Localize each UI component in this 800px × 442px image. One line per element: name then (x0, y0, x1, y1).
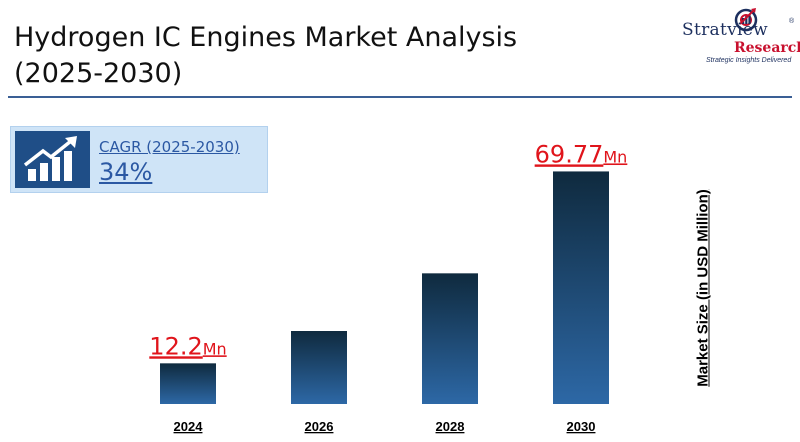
bar-2028 (422, 273, 478, 404)
y-axis-label: Market Size (in USD Million) (694, 174, 712, 402)
cagr-card: CAGR (2025-2030) 34% (10, 126, 268, 193)
y-axis-label-text: Market Size (in USD Million) (694, 189, 712, 387)
bars-group (160, 171, 609, 404)
x-tick-labels-group: 2024 2026 2028 2030 (174, 419, 596, 434)
x-tick-2024: 2024 (174, 419, 204, 434)
cagr-label: CAGR (2025-2030) (99, 138, 240, 156)
growth-chart-icon (15, 131, 90, 188)
title-line-2: (2025-2030) (14, 58, 183, 89)
value-label-2030: 69.77Mn (535, 140, 628, 168)
bar-2024 (160, 363, 216, 404)
logo-research: Research (734, 40, 800, 56)
logo-brand: Stratview (682, 20, 768, 40)
value-label-2024: 12.2Mn (149, 332, 226, 360)
title-line-1: Hydrogen IC Engines Market Analysis (14, 22, 518, 53)
logo-registered: ® (789, 18, 795, 25)
value-labels-group: 12.2Mn 69.77Mn (149, 140, 627, 360)
x-tick-2026: 2026 (305, 419, 334, 434)
stratview-logo: Stratview ® Research Strategic Insights … (682, 6, 800, 66)
x-tick-2028: 2028 (436, 419, 465, 434)
logo-target-icon (734, 8, 758, 32)
bar-2030 (553, 171, 609, 404)
cagr-value: 34% (99, 158, 153, 186)
bar-2026 (291, 331, 347, 404)
x-tick-2030: 2030 (567, 419, 596, 434)
page-title: Hydrogen IC Engines Market Analysis (202… (14, 20, 517, 92)
header-divider (8, 96, 792, 98)
logo-tagline: Strategic Insights Delivered (706, 57, 792, 64)
